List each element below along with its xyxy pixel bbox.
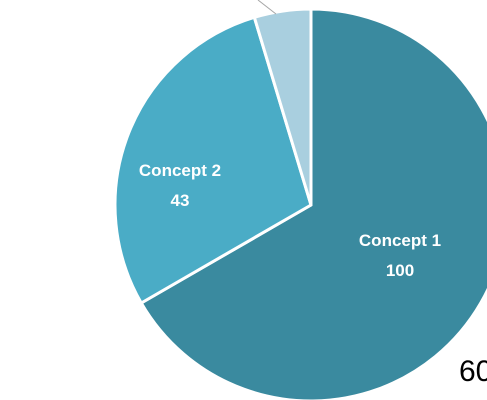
pie-slice-concept-1: [139, 7, 487, 400]
pie-slices: [113, 7, 487, 400]
slice-label-concept-1: Concept 1: [359, 231, 441, 250]
pie-slice-unlabeled-2: [252, 7, 313, 207]
slice-label-concept-2: Concept 2: [139, 161, 221, 180]
callout-leader-line: [257, 0, 277, 15]
slice-value-concept-1: 100: [386, 261, 414, 280]
page-number: 60: [459, 355, 487, 388]
pie-slice-concept-2: [113, 15, 313, 305]
slice-value-concept-2: 43: [171, 191, 190, 210]
slice-labels: Concept 1 100 Concept 2 43: [139, 161, 441, 280]
